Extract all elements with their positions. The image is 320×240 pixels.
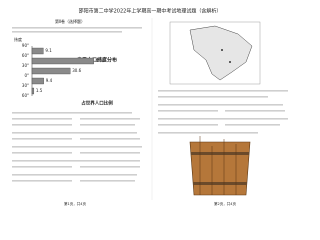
text-line — [225, 124, 280, 126]
text-line — [12, 112, 132, 114]
doc-title: 邵阳市第二中学2022年上学期高一期中考试地理试题（含解析） — [79, 8, 222, 15]
bar — [31, 87, 35, 95]
text-line — [158, 110, 218, 112]
text-line — [12, 124, 72, 126]
page-number: 第1页，共4页 — [64, 201, 86, 206]
page-number: 第2页，共4页 — [214, 201, 236, 206]
text-line — [12, 132, 137, 134]
text-line — [12, 138, 72, 140]
bar — [31, 57, 94, 65]
text-line — [12, 160, 140, 162]
text-line — [80, 118, 140, 120]
text-line — [80, 138, 140, 140]
lat-label: 0° — [24, 73, 29, 78]
section-title: 第Ⅱ卷（选择题） — [55, 18, 85, 24]
bar — [31, 47, 44, 55]
page: 邵阳市第二中学2022年上学期高一期中考试地理试题（含解析） 第Ⅱ卷（选择题） … — [12, 7, 288, 206]
lat-label: 30° — [22, 63, 29, 68]
text-line — [12, 31, 122, 33]
text-line — [158, 90, 288, 92]
lat-label: 60° — [22, 53, 29, 58]
text-line — [12, 174, 137, 176]
text-line — [158, 124, 218, 126]
barrel-body — [189, 141, 251, 196]
bar — [31, 77, 44, 85]
text-line — [12, 27, 142, 29]
text-line — [158, 104, 283, 106]
text-line — [12, 152, 72, 154]
text-line — [12, 146, 142, 148]
value-label: 49.4 — [96, 58, 105, 63]
barrel-hoop — [193, 182, 247, 185]
text-line — [225, 110, 285, 112]
text-line — [80, 124, 135, 126]
map — [169, 21, 261, 85]
lat-label: 90° — [22, 43, 29, 48]
figure-title: 世界人口纬度分布 — [77, 57, 117, 64]
questions-right — [158, 90, 288, 134]
text-line — [158, 118, 288, 120]
text-line — [12, 166, 72, 168]
text-line — [12, 118, 72, 120]
lat-label: 30° — [22, 83, 29, 88]
lat-label: 60° — [22, 93, 29, 98]
axis-label: 纬度 — [14, 36, 22, 42]
city-dot — [221, 49, 223, 51]
value-label: 1.5 — [36, 88, 43, 93]
map-frame — [169, 21, 261, 85]
value-label: 9.1 — [45, 48, 52, 53]
text-line — [12, 180, 72, 182]
text-line — [158, 132, 258, 134]
country-outline — [189, 25, 253, 81]
text-line — [80, 152, 140, 154]
text-line — [80, 166, 140, 168]
bar — [31, 67, 71, 75]
questions — [12, 112, 142, 182]
barrel-hoop — [191, 152, 249, 155]
figure-caption: 占世界人口比例 — [81, 100, 113, 107]
value-label: 9.4 — [46, 78, 53, 83]
text-line — [158, 96, 268, 98]
city-dot — [229, 61, 231, 63]
value-label: 30.6 — [72, 68, 81, 73]
barrel — [189, 136, 251, 196]
text-line — [80, 180, 135, 182]
